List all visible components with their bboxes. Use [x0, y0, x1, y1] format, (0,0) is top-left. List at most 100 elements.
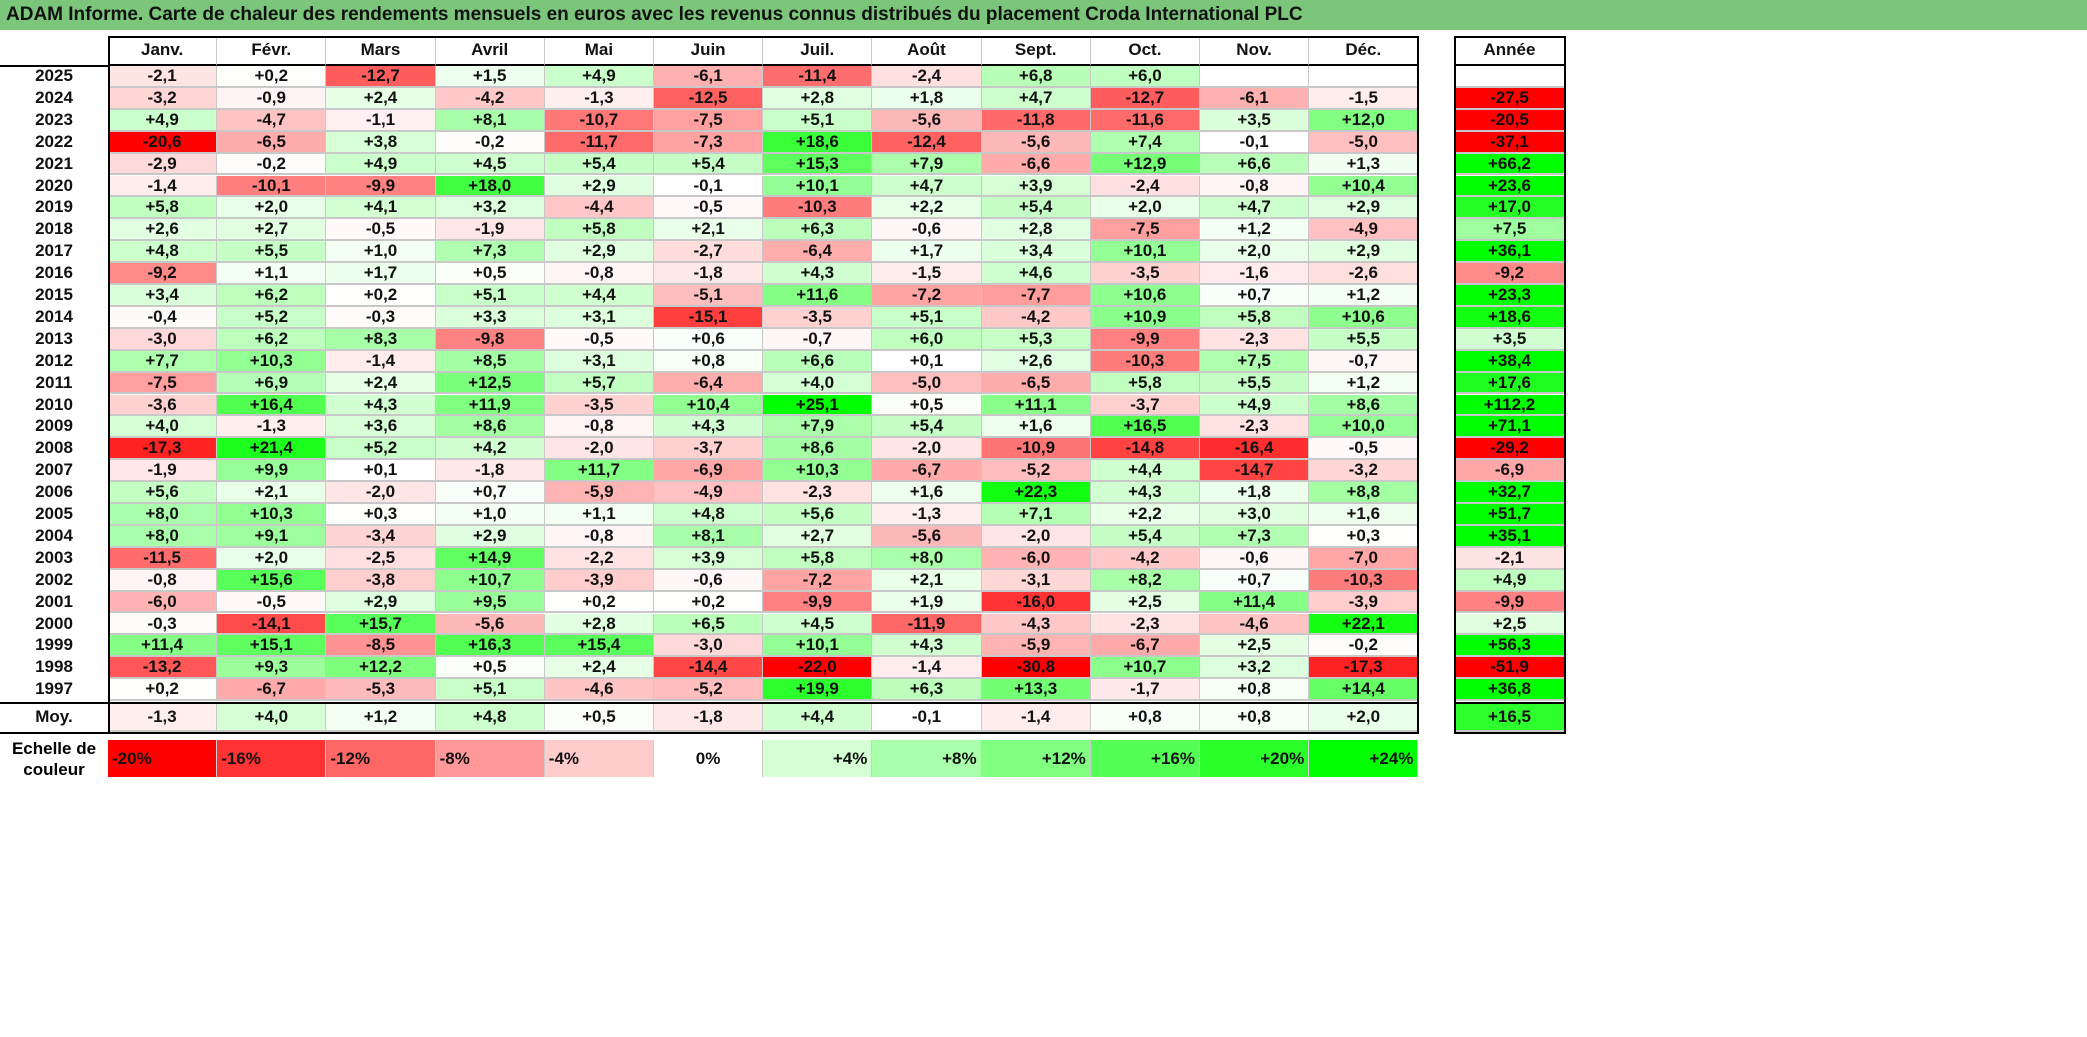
heatmap-cell: -14,8	[1090, 438, 1200, 461]
annual-cell: +17,0	[1454, 197, 1566, 220]
heatmap-cell: -0,6	[654, 569, 764, 592]
heatmap-cell: -6,4	[763, 241, 873, 264]
heatmap-cell: -0,8	[1200, 175, 1310, 198]
heatmap-cell: -3,7	[1090, 394, 1200, 417]
heatmap-cell: +22,3	[981, 482, 1091, 504]
heatmap-cell: -30,8	[981, 657, 1091, 680]
average-cell: -1,3	[108, 704, 218, 733]
heatmap-cell: +6,2	[217, 328, 327, 351]
row-year-label: 2018	[0, 219, 108, 242]
heatmap-cell: -0,6	[1200, 547, 1310, 570]
heatmap-cell: -9,9	[1090, 328, 1200, 351]
heatmap-cell: +8,2	[1090, 569, 1200, 592]
heatmap-cell: +1,8	[872, 87, 982, 110]
row-year-label: 2015	[0, 285, 108, 307]
heatmap-cell: +10,3	[217, 350, 327, 373]
annual-cell: +32,7	[1454, 482, 1566, 504]
heatmap-cell: +10,3	[217, 504, 327, 526]
heatmap-cell: +8,8	[1309, 482, 1419, 504]
color-scale-step: +8%	[872, 740, 982, 777]
heatmap-cell: +11,6	[763, 285, 873, 307]
row-year-label: 2004	[0, 525, 108, 548]
row-year-label: 2019	[0, 197, 108, 220]
column-header: Déc.	[1309, 36, 1419, 66]
heatmap-cell: -0,8	[544, 416, 654, 439]
column-header: Août	[872, 36, 982, 66]
heatmap-cell: -14,7	[1200, 460, 1310, 483]
heatmap-cell: +0,6	[654, 328, 764, 351]
heatmap-cell: -2,0	[872, 438, 982, 461]
row-year-label: 2001	[0, 591, 108, 614]
heatmap-cell: -10,9	[981, 438, 1091, 461]
color-scale-step: -12%	[326, 740, 436, 777]
heatmap-cell: +0,1	[872, 350, 982, 373]
row-year-label: 2016	[0, 263, 108, 285]
heatmap-cell: +6,2	[217, 285, 327, 307]
average-cell: -1,8	[654, 704, 764, 733]
heatmap-cell: +4,7	[1200, 197, 1310, 220]
heatmap-cell: +9,5	[435, 591, 545, 614]
heatmap-cell: -1,8	[435, 460, 545, 483]
heatmap-cell: -7,3	[654, 131, 764, 154]
heatmap-cell: +10,1	[1090, 241, 1200, 264]
heatmap-cell: -3,2	[108, 87, 218, 110]
heatmap-cell: +22,1	[1309, 613, 1419, 636]
heatmap-cell: -2,6	[1309, 263, 1419, 285]
color-scale-step: -20%	[108, 740, 218, 777]
heatmap-cell: -5,0	[1309, 131, 1419, 154]
heatmap-cell: +1,2	[1309, 285, 1419, 307]
row-year-label: 2025	[0, 66, 108, 88]
heatmap-cell: -6,0	[981, 547, 1091, 570]
heatmap-cell: -12,4	[872, 131, 982, 154]
heatmap-cell: +7,9	[763, 416, 873, 439]
average-cell: +4,4	[763, 704, 873, 733]
annual-cell: -27,5	[1454, 87, 1566, 110]
heatmap-cell: -0,9	[217, 87, 327, 110]
heatmap-cell: +1,0	[326, 241, 436, 264]
heatmap-cell: -0,7	[763, 328, 873, 351]
heatmap-cell: +1,6	[872, 482, 982, 504]
heatmap-cell: +10,9	[1090, 306, 1200, 329]
row-year-label: 2023	[0, 109, 108, 132]
average-cell: +0,5	[544, 704, 654, 733]
heatmap-cell: +4,5	[435, 153, 545, 176]
annual-cell: -9,2	[1454, 263, 1566, 285]
heatmap-cell: -7,5	[654, 109, 764, 132]
column-header: Avril	[435, 36, 545, 66]
heatmap-cell: +0,7	[435, 482, 545, 504]
average-cell: +0,8	[1090, 704, 1200, 733]
heatmap-cell: +4,9	[1200, 394, 1310, 417]
annual-cell: +36,8	[1454, 679, 1566, 702]
heatmap-cell: -0,5	[544, 328, 654, 351]
row-year-label: 2010	[0, 394, 108, 417]
heatmap-cell: -9,2	[108, 263, 218, 285]
heatmap-cell: +25,1	[763, 394, 873, 417]
annual-cell: +3,5	[1454, 328, 1566, 351]
heatmap-cell: +14,4	[1309, 679, 1419, 702]
heatmap-cell: +4,9	[544, 66, 654, 88]
heatmap-cell: +8,0	[108, 504, 218, 526]
row-year-label: 1997	[0, 679, 108, 702]
row-year-label: 2014	[0, 306, 108, 329]
heatmap-cell: +2,0	[217, 547, 327, 570]
heatmap-cell: -0,6	[872, 219, 982, 242]
heatmap-cell: -2,3	[1200, 416, 1310, 439]
heatmap-cell: +12,0	[1309, 109, 1419, 132]
heatmap-cell: +4,4	[1090, 460, 1200, 483]
heatmap-cell: +7,9	[872, 153, 982, 176]
heatmap-cell: -3,7	[654, 438, 764, 461]
heatmap-cell: -1,6	[1200, 263, 1310, 285]
heatmap-cell: -4,2	[1090, 547, 1200, 570]
heatmap-cell: +5,5	[1200, 372, 1310, 395]
heatmap-cell: +8,5	[435, 350, 545, 373]
heatmap-cell: +4,9	[326, 153, 436, 176]
heatmap-cell: +10,7	[435, 569, 545, 592]
heatmap-cell: -2,4	[872, 66, 982, 88]
divider	[0, 702, 1419, 705]
average-annual-cell: +16,5	[1454, 704, 1566, 733]
row-year-label: 2009	[0, 416, 108, 439]
heatmap-cell: +6,5	[654, 613, 764, 636]
heatmap-cell: +0,1	[326, 460, 436, 483]
heatmap-cell: +5,3	[981, 328, 1091, 351]
heatmap-cell: +2,0	[217, 197, 327, 220]
